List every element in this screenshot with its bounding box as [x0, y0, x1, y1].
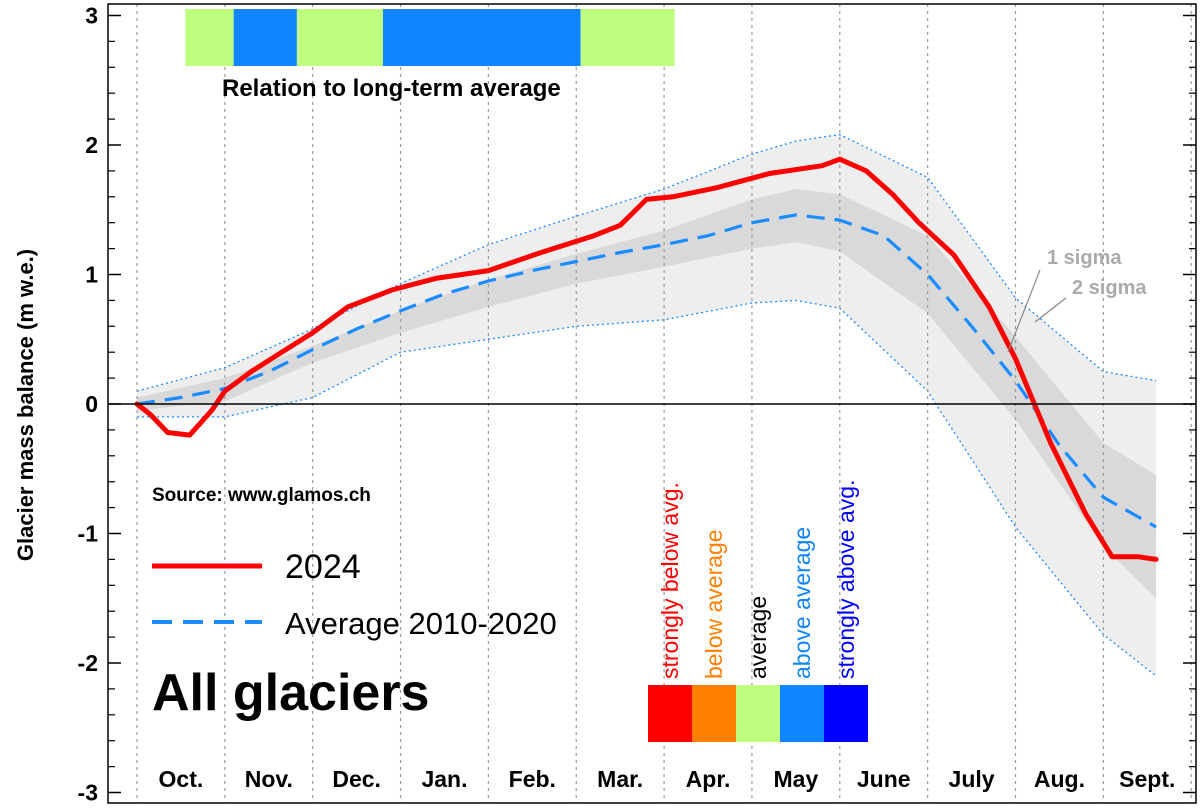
month-label: Dec. [332, 766, 381, 792]
color-scale-label: below average [701, 529, 727, 679]
color-scale-swatch [780, 685, 824, 742]
relation-segment [382, 9, 581, 66]
sigma1-pointer [1007, 269, 1041, 353]
axes: 3 2 1 0 -1 -2 -3 Oct. Nov. Dec. Jan. Feb. Mar. Apr. Ma… [78, 3, 1197, 806]
relation-bar-caption: Relation to long-term average [222, 75, 561, 102]
sigma1-label: 1 sigma [1047, 247, 1122, 269]
y-tick-label: 2 [85, 132, 98, 158]
month-label: June [857, 766, 911, 792]
relation-bar [185, 9, 675, 66]
month-label: July [949, 766, 995, 792]
relation-segment [580, 9, 675, 66]
month-label: Apr. [686, 766, 731, 792]
chart-title: All glaciers [152, 664, 429, 722]
month-label: Feb. [509, 766, 556, 792]
color-scale-label: strongly above avg. [833, 480, 859, 679]
month-label: Nov. [245, 766, 293, 792]
y-tick-label: -3 [78, 780, 98, 806]
sigma1-band [137, 189, 1157, 599]
sigma2-lower-edge [137, 299, 1157, 677]
relation-segment [233, 9, 297, 66]
sigma-bands [136, 133, 1157, 677]
sigma2-label: 2 sigma [1072, 277, 1147, 299]
month-label: Mar. [597, 766, 643, 792]
relation-segment [296, 9, 383, 66]
y-tick-label: 1 [85, 262, 98, 288]
y-tick-label: 0 [85, 391, 98, 417]
y-axis-label: Glacier mass balance (m w.e.) [13, 249, 38, 561]
series-line [134, 156, 1159, 562]
color-scale: strongly below avg. below average average a… [648, 480, 868, 742]
sigma2-pointer [1034, 297, 1067, 323]
color-scale-swatch [648, 685, 692, 742]
color-scale-swatch [824, 685, 868, 742]
series-line [136, 213, 1157, 529]
series-lines [134, 156, 1159, 562]
color-scale-swatch [736, 685, 780, 742]
color-scale-label: average [745, 596, 771, 679]
source-text: Source: www.glamos.ch [152, 485, 371, 506]
legend-2024-label: 2024 [285, 548, 361, 586]
month-label: Aug. [1034, 766, 1085, 792]
labels: Relation to long-term average Source: ww… [13, 75, 1147, 722]
y-tick-label: -2 [78, 650, 98, 676]
month-label: Oct. [159, 766, 204, 792]
relation-segment [185, 9, 234, 66]
legend-average-label: Average 2010-2020 [285, 606, 557, 641]
color-scale-label: strongly below avg. [657, 482, 683, 679]
month-label: Jan. [421, 766, 467, 792]
month-label: Sept. [1119, 766, 1175, 792]
color-scale-swatch [692, 685, 736, 742]
month-label: May [774, 766, 819, 792]
y-tick-label: 3 [85, 3, 98, 29]
y-tick-label: -1 [78, 521, 99, 547]
color-scale-label: above average [789, 527, 815, 679]
